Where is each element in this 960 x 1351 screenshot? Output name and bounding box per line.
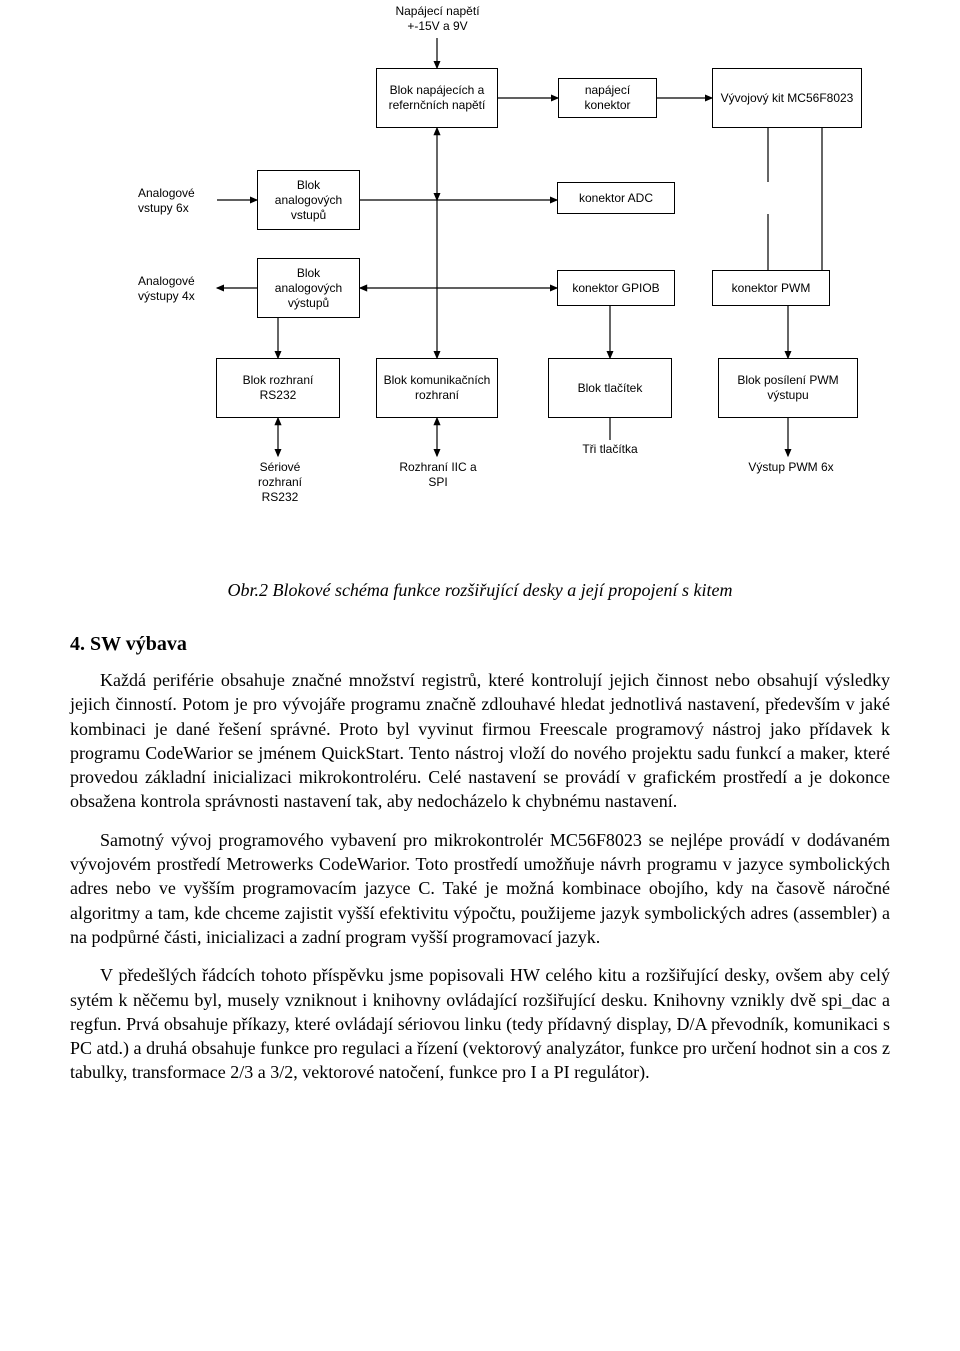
top-supply-label: Napájecí napětí+-15V a 9V [380, 4, 495, 34]
power-connector: napájecí konektor [558, 78, 657, 118]
analog-in-block: Blok analogových vstupů [257, 170, 360, 230]
comm-block: Blok komunikačních rozhraní [376, 358, 498, 418]
body-text: 4. SW výbava Každá periférie obsahuje zn… [70, 631, 890, 1085]
button-block: Blok tlačítek [548, 358, 672, 418]
iic-spi-label: Rozhraní IIC a SPI [388, 460, 488, 490]
serial-rs232-label: Sériové rozhraní RS232 [240, 460, 320, 505]
three-buttons-label: Tři tlačítka [570, 442, 650, 457]
adc-connector: konektor ADC [557, 182, 675, 214]
dev-kit: Vývojový kit MC56F8023 [712, 68, 862, 128]
section-title: 4. SW výbava [70, 631, 890, 658]
gpiob-connector: konektor GPIOB [557, 270, 675, 306]
analog-out-block: Blok analogových výstupů [257, 258, 360, 318]
pwm-output-label: Výstup PWM 6x [746, 460, 836, 475]
analog-in-label: Analogové vstupy 6x [138, 186, 218, 216]
rs232-block: Blok rozhraní RS232 [216, 358, 340, 418]
paragraph-3: V předešlých řádcích tohoto příspěvku js… [70, 963, 890, 1084]
analog-out-label: Analogové výstupy 4x [138, 274, 218, 304]
block-diagram: Napájecí napětí+-15V a 9V Blok napájecíc… [0, 0, 960, 560]
power-block: Blok napájecích a refernčních napětí [376, 68, 498, 128]
paragraph-1: Každá periférie obsahuje značné množství… [70, 668, 890, 814]
pwm-amp-block: Blok posílení PWM výstupu [718, 358, 858, 418]
figure-caption: Obr.2 Blokové schéma funkce rozšiřující … [40, 580, 920, 601]
pwm-connector: konektor PWM [712, 270, 830, 306]
paragraph-2: Samotný vývoj programového vybavení pro … [70, 828, 890, 949]
